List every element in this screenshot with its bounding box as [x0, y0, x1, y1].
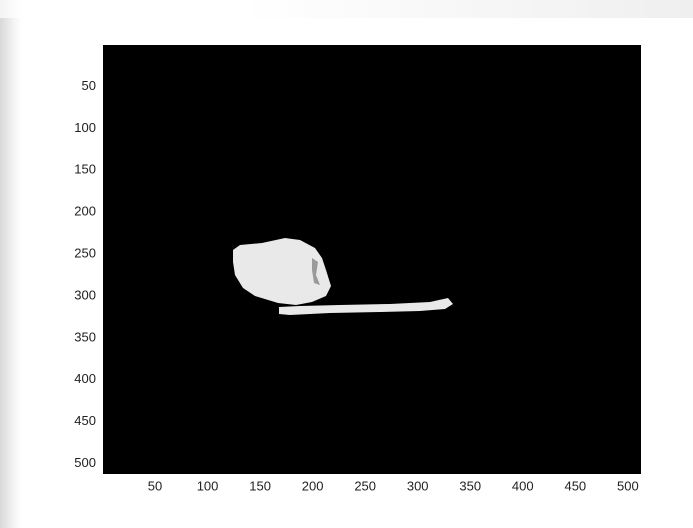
image-axes — [103, 45, 641, 474]
y-tick-label: 250 — [74, 245, 96, 260]
x-tick-label: 50 — [148, 478, 162, 493]
y-tick-label: 50 — [82, 78, 96, 93]
y-tick-label: 450 — [74, 413, 96, 428]
y-tick-label: 350 — [74, 329, 96, 344]
y-tick-label: 500 — [74, 455, 96, 470]
y-tick-label: 200 — [74, 204, 96, 219]
chart: 50 100 150 200 250 300 350 400 450 500 50 100 150 200… — [0, 0, 693, 528]
x-tick-label: 300 — [407, 478, 429, 493]
x-tick-label: 250 — [354, 478, 376, 493]
y-tick-label: 150 — [74, 162, 96, 177]
x-tick-label: 150 — [249, 478, 271, 493]
x-tick-label: 450 — [564, 478, 586, 493]
y-tick-label: 400 — [74, 371, 96, 386]
x-tick-label: 100 — [197, 478, 219, 493]
x-tick-label: 200 — [302, 478, 324, 493]
x-tick-label: 350 — [459, 478, 481, 493]
y-tick-label: 300 — [74, 287, 96, 302]
x-tick-label: 500 — [617, 478, 639, 493]
page: 50 100 150 200 250 300 350 400 450 500 50 100 150 200… — [0, 0, 693, 528]
x-tick-label: 400 — [512, 478, 534, 493]
y-tick-label: 100 — [74, 120, 96, 135]
